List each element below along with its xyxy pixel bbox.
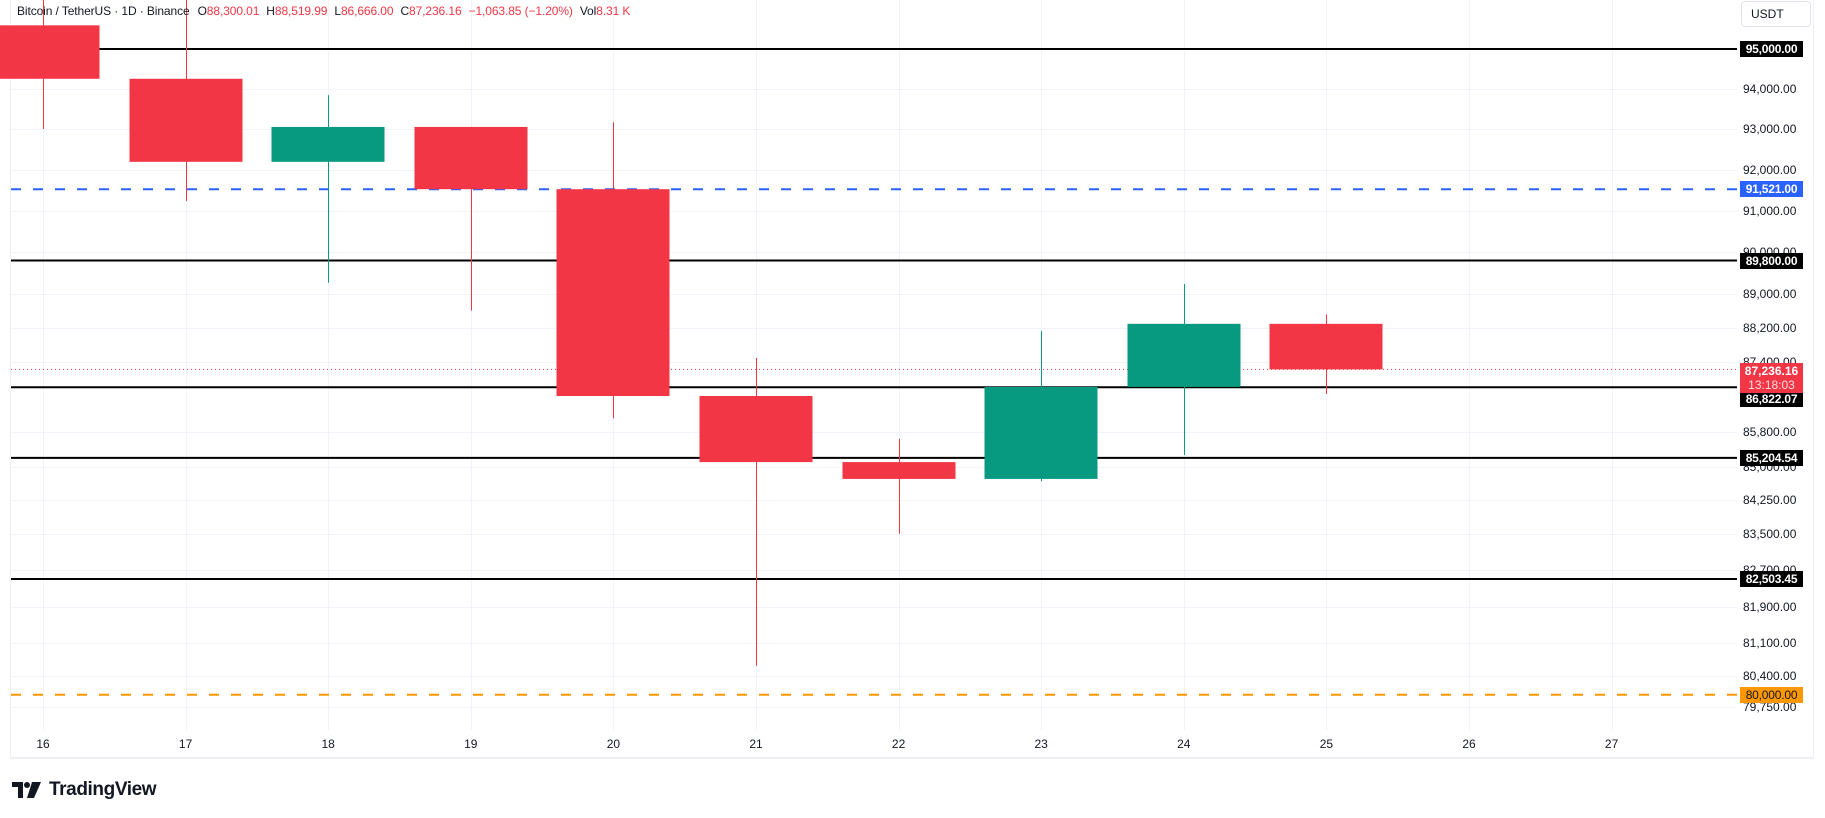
price-tick-label: 85,800.00 bbox=[1743, 424, 1797, 439]
candle-body bbox=[1269, 323, 1383, 370]
symbol-title[interactable]: Bitcoin / TetherUS · 1D · Binance bbox=[17, 4, 190, 18]
level-price-label: 95,000.00 bbox=[1740, 41, 1803, 57]
candle[interactable] bbox=[699, 358, 813, 666]
candle[interactable] bbox=[129, 0, 243, 202]
candle[interactable] bbox=[984, 331, 1098, 482]
level-price-label: 85,204.54 bbox=[1740, 449, 1803, 466]
candle[interactable] bbox=[414, 126, 528, 311]
date-tick-label: 19 bbox=[464, 737, 478, 751]
high-key: H bbox=[266, 4, 275, 18]
date-tick-label: 25 bbox=[1319, 737, 1334, 751]
horizontal-levels[interactable] bbox=[11, 48, 1737, 696]
level-price-label: 80,000.00 bbox=[1740, 686, 1803, 703]
date-tick-label: 17 bbox=[178, 737, 193, 751]
change-value: −1,063.85 (−1.20%) bbox=[468, 4, 573, 18]
candle[interactable] bbox=[1127, 284, 1241, 456]
low-key: L bbox=[334, 4, 341, 18]
price-tick-label: 83,500.00 bbox=[1743, 526, 1797, 541]
date-tick-label: 20 bbox=[606, 737, 621, 751]
date-tick-label: 16 bbox=[36, 737, 50, 751]
date-tick-label: 26 bbox=[1462, 737, 1476, 751]
level-price-label: 86,822.07 bbox=[1740, 391, 1803, 408]
candle[interactable] bbox=[1269, 314, 1383, 395]
candle[interactable] bbox=[271, 95, 385, 283]
candle[interactable] bbox=[556, 122, 670, 419]
candle-body bbox=[0, 25, 100, 79]
high-value: 88,519.99 bbox=[274, 4, 328, 18]
price-tick-label: 80,400.00 bbox=[1743, 669, 1797, 684]
date-tick-label: 18 bbox=[321, 737, 335, 751]
bar-countdown: 13:18:03 bbox=[1748, 378, 1795, 393]
volume-value: 8.31 K bbox=[596, 4, 631, 18]
tradingview-logo-text: TradingView bbox=[49, 779, 157, 800]
tradingview-logo[interactable]: TradingView bbox=[12, 779, 157, 801]
open-value: 88,300.01 bbox=[206, 4, 260, 18]
candle-body bbox=[984, 386, 1098, 479]
candle-body bbox=[842, 462, 956, 479]
candles[interactable] bbox=[0, 0, 1383, 666]
candle-body bbox=[699, 396, 813, 463]
price-tick-label: 94,000.00 bbox=[1743, 81, 1797, 96]
open-key: O bbox=[197, 4, 207, 18]
candle-body bbox=[556, 189, 670, 397]
price-tick-label: 92,000.00 bbox=[1743, 162, 1797, 177]
chart-frame bbox=[10, 0, 1814, 759]
grid-lines bbox=[11, 0, 1737, 730]
candle[interactable] bbox=[842, 438, 956, 534]
price-tick-label: 91,000.00 bbox=[1743, 203, 1797, 218]
current-price-label: 87,236.16 13:18:03 bbox=[1740, 363, 1803, 394]
date-tick-label: 27 bbox=[1604, 737, 1619, 751]
price-tick-label: 81,100.00 bbox=[1743, 636, 1797, 651]
candle-body bbox=[271, 126, 385, 162]
chart-canvas[interactable] bbox=[0, 0, 1825, 760]
date-tick-label: 23 bbox=[1034, 737, 1048, 751]
symbol-legend: Bitcoin / TetherUS · 1D · Binance O 88,30… bbox=[17, 4, 637, 18]
date-tick-label: 21 bbox=[749, 737, 763, 751]
level-price-label: 91,521.00 bbox=[1740, 181, 1803, 198]
candle-body bbox=[414, 126, 528, 190]
low-value: 86,666.00 bbox=[340, 4, 394, 18]
level-price-label: 82,503.45 bbox=[1740, 570, 1803, 587]
price-tick-label: 84,250.00 bbox=[1743, 493, 1797, 508]
close-value: 87,236.16 bbox=[409, 4, 462, 18]
price-tick-label: 93,000.00 bbox=[1743, 121, 1797, 136]
volume-key: Vol bbox=[579, 4, 597, 18]
price-tick-label: 89,000.00 bbox=[1743, 287, 1797, 302]
candle-body bbox=[129, 78, 243, 162]
price-tick-label: 81,900.00 bbox=[1743, 599, 1797, 614]
date-tick-label: 22 bbox=[891, 737, 906, 751]
price-tick-label: 88,200.00 bbox=[1743, 321, 1797, 336]
candle-body bbox=[1127, 323, 1241, 387]
current-price-value: 87,236.16 bbox=[1744, 364, 1799, 379]
tradingview-logo-icon bbox=[12, 782, 41, 798]
candle[interactable] bbox=[0, 0, 100, 129]
currency-button[interactable]: USDT bbox=[1741, 1, 1811, 27]
level-price-label: 89,800.00 bbox=[1740, 252, 1803, 269]
price-tick-label: 79,750.00 bbox=[1743, 699, 1797, 714]
close-key: C bbox=[400, 4, 410, 18]
date-tick-label: 24 bbox=[1177, 737, 1191, 751]
